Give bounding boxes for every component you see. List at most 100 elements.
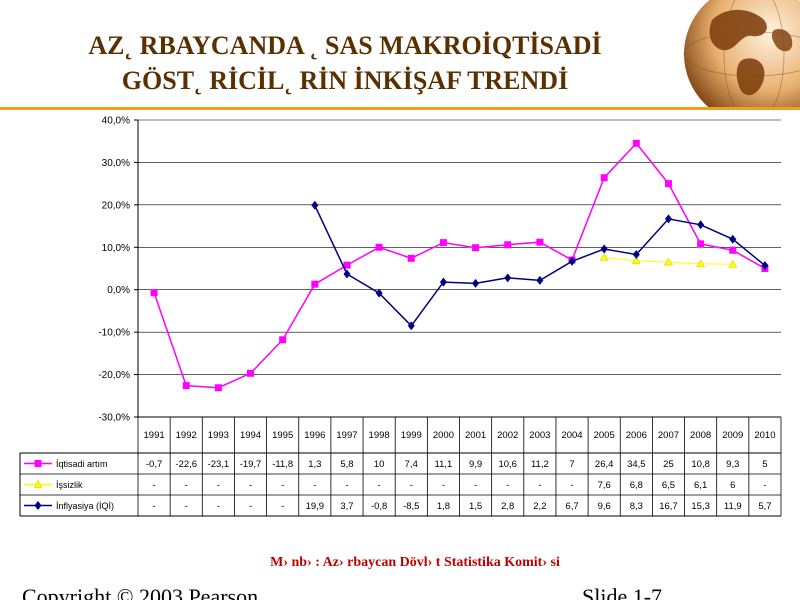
data-point-square <box>375 243 383 251</box>
data-label: -11,8 <box>272 459 293 470</box>
data-label: - <box>249 480 252 491</box>
y-tick-label: 0,0% <box>107 285 130 296</box>
title-accent-rule <box>0 107 800 110</box>
data-point-diamond <box>600 244 608 254</box>
y-tick-label: 20,0% <box>102 200 130 211</box>
data-point-square <box>214 384 222 392</box>
data-point-square <box>729 246 737 254</box>
data-label: 5,7 <box>758 501 771 512</box>
y-tick-label: -30,0% <box>98 413 130 424</box>
data-label: - <box>345 480 348 491</box>
data-label: -8,5 <box>403 501 419 512</box>
data-label: - <box>538 480 541 491</box>
x-category-label: 2005 <box>594 430 615 441</box>
data-label: - <box>152 501 155 512</box>
data-point-triangle <box>664 257 673 266</box>
series-path <box>153 142 766 389</box>
data-label: - <box>281 480 284 491</box>
data-label: 9,6 <box>598 501 611 512</box>
slide-title-line-1: AZ˛ RBAYCANDA ˛ SAS MAKROİQTİSADİ <box>88 31 602 60</box>
data-label: 6,1 <box>694 480 707 491</box>
data-label: 2,2 <box>533 501 546 512</box>
data-point-square <box>632 139 640 147</box>
series-line-1 <box>150 139 769 392</box>
data-point-diamond <box>568 256 576 266</box>
data-point-triangle <box>728 259 738 268</box>
x-category-label: 1998 <box>369 430 390 441</box>
data-point-square <box>407 254 415 262</box>
data-label: 1,8 <box>437 501 450 512</box>
data-point-square <box>536 238 544 246</box>
data-label: - <box>185 501 188 512</box>
slide-footer: Copyright © 2003 Pearson Slide 1-7 <box>0 584 800 600</box>
data-label: 6,7 <box>565 501 578 512</box>
data-label: 11,2 <box>531 459 549 470</box>
data-label: 34,5 <box>627 459 646 470</box>
x-category-label: 2004 <box>561 430 582 441</box>
data-label: 25 <box>663 459 674 470</box>
data-label: 3,7 <box>340 501 353 512</box>
data-point-diamond <box>439 277 447 287</box>
data-point-diamond <box>407 321 415 331</box>
data-point-square <box>600 174 608 182</box>
data-point-square <box>182 382 190 390</box>
series-line-2 <box>599 252 738 268</box>
data-label: - <box>506 480 509 491</box>
x-category-label: 2000 <box>433 430 454 441</box>
legend-label: İnflyasiya (İQİ) <box>56 501 114 511</box>
data-point-square <box>664 180 672 188</box>
slide-number: Slide 1-7 <box>582 584 663 600</box>
data-point-square <box>150 289 158 297</box>
x-category-label: 2002 <box>497 430 518 441</box>
data-point-square <box>504 241 512 249</box>
data-point-diamond <box>375 288 383 298</box>
data-label: - <box>378 480 381 491</box>
data-label: 6 <box>730 480 735 491</box>
data-point-square <box>439 239 447 247</box>
data-label: 2,8 <box>501 501 514 512</box>
data-label: - <box>281 501 284 512</box>
y-tick-label: 30,0% <box>102 158 130 169</box>
data-point-square <box>343 261 351 269</box>
data-point-diamond <box>664 214 672 224</box>
y-tick-label: -20,0% <box>98 370 130 381</box>
data-label: -22,6 <box>175 459 197 470</box>
data-label: 16,7 <box>659 501 678 512</box>
data-point-diamond <box>632 249 640 259</box>
data-point-square <box>247 369 255 377</box>
data-label: - <box>313 480 316 491</box>
x-category-label: 1994 <box>240 430 261 441</box>
data-label: 10 <box>374 459 385 470</box>
x-category-label: 1997 <box>336 430 357 441</box>
data-point-diamond <box>472 278 480 288</box>
data-point-diamond <box>761 261 769 271</box>
legend-label: İqtisadi artım <box>56 459 108 469</box>
x-category-label: 2007 <box>658 430 679 441</box>
y-tick-label: 40,0% <box>102 116 130 127</box>
x-category-label: 1996 <box>304 430 325 441</box>
slide-title-line-2: GÖST˛ RİCİL˛ RİN İNKİŞAF TRENDİ <box>121 66 569 95</box>
globe-icon <box>683 0 800 110</box>
data-label: - <box>185 480 188 491</box>
data-point-diamond <box>504 273 512 283</box>
x-category-label: 2006 <box>626 430 647 441</box>
data-label: - <box>570 480 573 491</box>
data-label: - <box>474 480 477 491</box>
data-label: 15,3 <box>691 501 710 512</box>
data-label: - <box>217 501 220 512</box>
data-label: 6,5 <box>662 480 675 491</box>
x-category-label: 1992 <box>176 430 197 441</box>
x-category-label: 1999 <box>401 430 422 441</box>
series-line-3 <box>311 200 769 331</box>
data-label: 10,6 <box>498 459 517 470</box>
data-label: 1,5 <box>469 501 482 512</box>
data-point-diamond <box>729 234 737 244</box>
data-label: 8,3 <box>630 501 643 512</box>
x-category-label: 1993 <box>208 430 229 441</box>
data-point-diamond <box>34 501 42 510</box>
legend-label: İşsizlik <box>56 480 83 490</box>
data-label: 11,9 <box>724 501 742 512</box>
x-category-label: 1991 <box>144 430 165 441</box>
data-label: - <box>249 501 252 512</box>
x-category-label: 2010 <box>754 430 775 441</box>
